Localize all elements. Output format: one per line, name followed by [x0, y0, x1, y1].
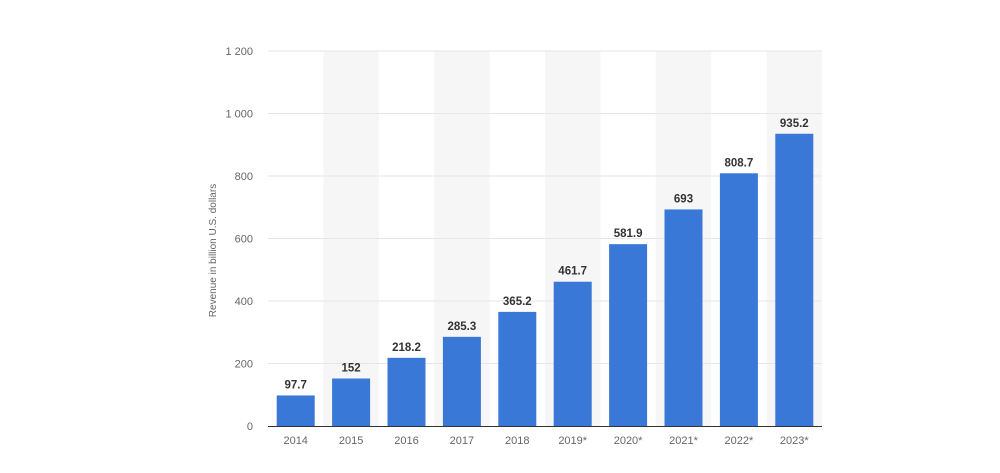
y-axis-ticks: 0 200 400 600 800 1 000 1 200 [225, 46, 253, 433]
data-label: 365.2 [503, 296, 532, 308]
y-tick-label: 400 [235, 296, 253, 308]
x-tick-label: 2023* [780, 435, 809, 447]
x-tick-label: 2022* [725, 435, 754, 447]
bar [609, 244, 648, 426]
y-tick-label: 200 [235, 359, 253, 371]
x-axis-labels: 2014 2015 2016 2017 2018 2019* 2020* 2021* 2022*… [283, 435, 809, 447]
data-label: 693 [674, 193, 693, 205]
x-tick-label: 2020* [614, 435, 643, 447]
bar [498, 311, 537, 426]
bar [387, 357, 426, 426]
y-tick-label: 600 [235, 234, 253, 246]
x-tick-label: 2021* [669, 435, 698, 447]
data-label: 97.7 [285, 379, 307, 391]
bar [719, 173, 758, 426]
x-tick-label: 2019* [558, 435, 587, 447]
data-label: 461.7 [558, 266, 587, 278]
data-label: 218.2 [392, 342, 421, 354]
data-label: 808.7 [725, 157, 754, 169]
bar [332, 378, 371, 426]
y-tick-label: 1 000 [225, 109, 253, 121]
bars [276, 133, 814, 426]
y-tick-label: 0 [247, 421, 253, 433]
y-axis-title: Revenue in billion U.S. dollars [208, 184, 219, 317]
data-label: 285.3 [448, 321, 477, 333]
bar [553, 281, 592, 426]
x-tick-label: 2018 [505, 435, 529, 447]
bar [442, 336, 481, 426]
bar [775, 133, 814, 426]
data-label: 581.9 [614, 228, 643, 240]
data-label: 152 [342, 363, 361, 375]
y-tick-label: 1 200 [225, 46, 253, 58]
x-tick-label: 2014 [283, 435, 307, 447]
data-label: 935.2 [780, 118, 809, 130]
x-tick-label: 2016 [394, 435, 418, 447]
bar [276, 395, 315, 426]
data-labels: 97.7 152 218.2 285.3 365.2 461.7 581.9 693 808.7… [285, 118, 809, 392]
bar [664, 209, 703, 426]
y-tick-label: 800 [235, 171, 253, 183]
x-tick-label: 2015 [339, 435, 363, 447]
x-tick-label: 2017 [450, 435, 474, 447]
